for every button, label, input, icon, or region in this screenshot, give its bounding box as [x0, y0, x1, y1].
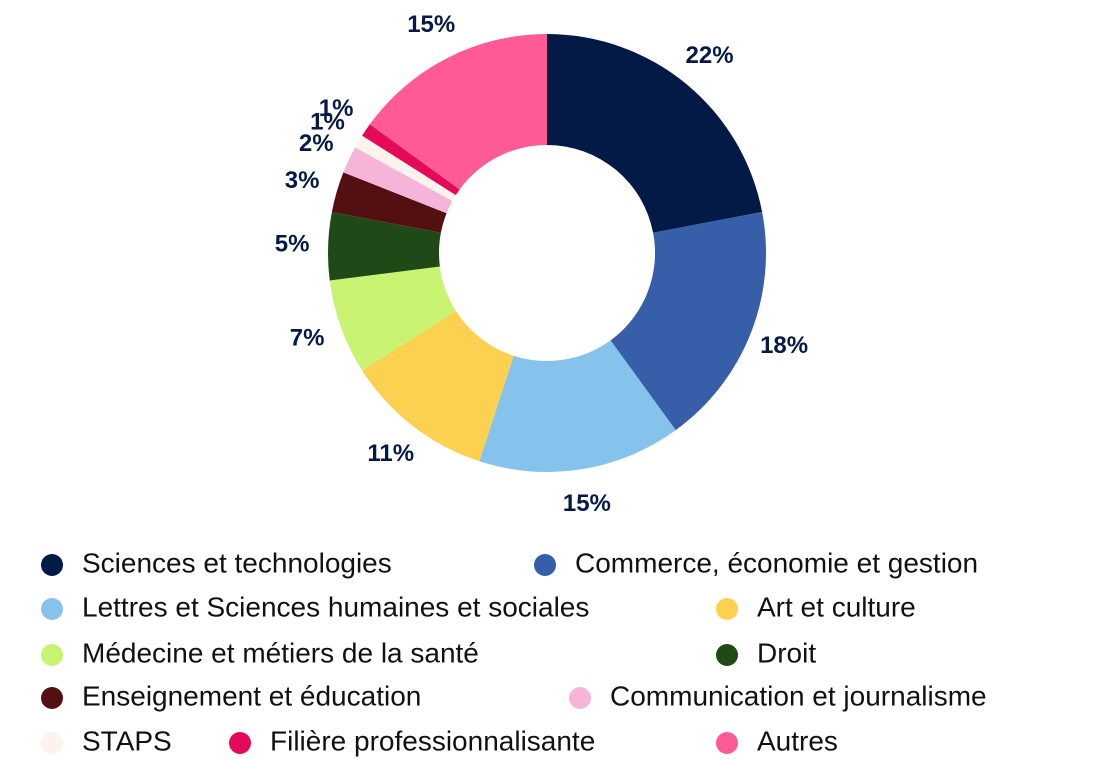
data-label: 15%	[563, 490, 611, 517]
donut-slice	[479, 340, 676, 472]
legend-swatch	[41, 644, 63, 666]
donut-slice	[362, 124, 460, 196]
data-label: 7%	[290, 325, 325, 352]
legend-swatch	[534, 554, 556, 576]
donut-slice	[610, 211, 767, 431]
data-label: 15%	[407, 11, 455, 38]
donut-slice	[362, 310, 514, 462]
legend-swatch	[41, 687, 63, 709]
donut-slice	[329, 266, 456, 371]
legend-label: Sciences et technologies	[82, 547, 392, 578]
legend-label: Médecine et métiers de la santé	[82, 637, 479, 668]
donut-slice	[355, 135, 456, 201]
donut-slice	[331, 172, 447, 233]
donut-slice	[327, 211, 441, 281]
donut-slice	[369, 34, 547, 190]
legend-label: Commerce, économie et gestion	[575, 547, 978, 578]
legend-swatch	[41, 598, 63, 620]
data-label: 1%	[319, 95, 354, 122]
legend-swatch	[716, 732, 738, 754]
legend-label: STAPS	[82, 725, 172, 756]
legend-swatch	[716, 644, 738, 666]
legend-label: Droit	[757, 637, 816, 668]
data-label: 18%	[760, 332, 808, 359]
legend-swatch	[229, 732, 251, 754]
data-label: 11%	[367, 440, 414, 467]
data-label: 22%	[686, 42, 734, 69]
legend-label: Filière professionnalisante	[270, 725, 595, 756]
legend-swatch	[41, 732, 63, 754]
data-label: 2%	[299, 130, 334, 157]
legend-swatch	[569, 687, 591, 709]
data-label: 5%	[275, 230, 310, 257]
legend-label: Enseignement et éducation	[82, 680, 421, 711]
legend-label: Lettres et Sciences humaines et sociales	[82, 591, 589, 622]
data-label: 1%	[310, 109, 345, 136]
data-label: 3%	[285, 167, 320, 194]
legend-label: Communication et journalisme	[610, 680, 987, 711]
legend-swatch	[41, 554, 63, 576]
legend-label: Autres	[757, 725, 838, 756]
legend-label: Art et culture	[757, 591, 916, 622]
donut-slice	[547, 34, 763, 233]
donut-slice	[343, 147, 453, 214]
legend-swatch	[716, 598, 738, 620]
